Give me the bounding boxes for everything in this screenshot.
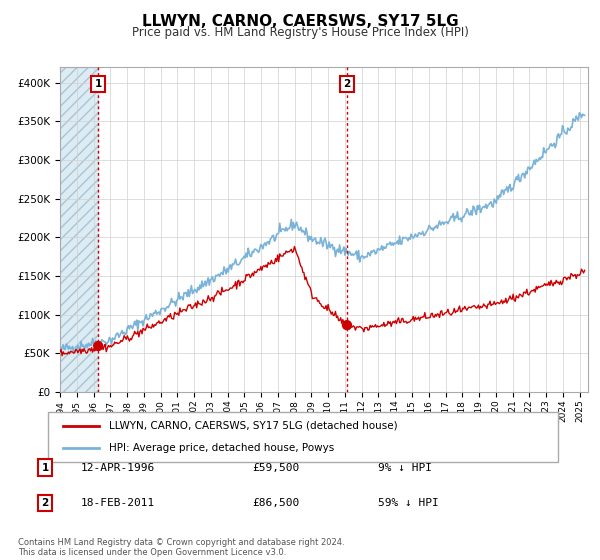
Text: Contains HM Land Registry data © Crown copyright and database right 2024.
This d: Contains HM Land Registry data © Crown c…: [18, 538, 344, 557]
Text: £59,500: £59,500: [252, 463, 299, 473]
Point: [342, 321, 352, 330]
Text: 18-FEB-2011: 18-FEB-2011: [81, 498, 155, 508]
Text: 2: 2: [343, 79, 350, 89]
Text: 2: 2: [41, 498, 49, 508]
Bar: [60, 67, 98, 392]
Text: 59% ↓ HPI: 59% ↓ HPI: [378, 498, 439, 508]
Text: HPI: Average price, detached house, Powys: HPI: Average price, detached house, Powy…: [109, 443, 334, 453]
Text: LLWYN, CARNO, CAERSWS, SY17 5LG: LLWYN, CARNO, CAERSWS, SY17 5LG: [142, 14, 458, 29]
Bar: [60, 67, 98, 392]
Text: 12-APR-1996: 12-APR-1996: [81, 463, 155, 473]
Text: 1: 1: [95, 79, 102, 89]
Text: 9% ↓ HPI: 9% ↓ HPI: [378, 463, 432, 473]
FancyBboxPatch shape: [48, 412, 558, 462]
Text: £86,500: £86,500: [252, 498, 299, 508]
Point: [94, 342, 103, 351]
Text: Price paid vs. HM Land Registry's House Price Index (HPI): Price paid vs. HM Land Registry's House …: [131, 26, 469, 39]
Text: 1: 1: [41, 463, 49, 473]
Text: LLWYN, CARNO, CAERSWS, SY17 5LG (detached house): LLWYN, CARNO, CAERSWS, SY17 5LG (detache…: [109, 421, 398, 431]
